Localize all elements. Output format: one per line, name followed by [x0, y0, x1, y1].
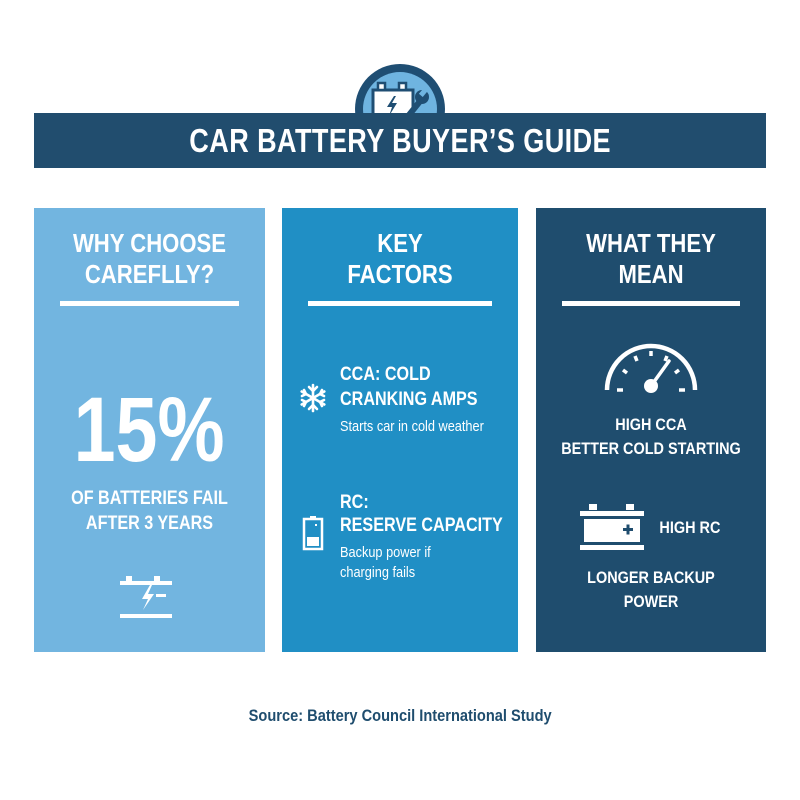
divider — [308, 301, 492, 306]
factor-description: Starts car in cold weather — [340, 418, 484, 435]
meaning-line-2: BETTER COLD STARTING — [561, 439, 741, 458]
panel-heading: WHAT THEY MEAN — [536, 228, 766, 290]
header-badge — [355, 64, 445, 154]
factor-description-line-2: charging fails — [340, 564, 416, 581]
meaning-line-1: LONGER BACKUP — [587, 568, 715, 587]
battery-level-icon — [302, 516, 324, 551]
heading-line-1: WHY CHOOSE — [72, 228, 227, 258]
divider — [60, 301, 239, 306]
stat-line-2: AFTER 3 YEARS — [85, 513, 214, 534]
panel-key-factors: KEY FACTORS CCA: COLD CRANKING AMPS Star… — [282, 208, 518, 652]
stat-line-1: OF BATTERIES FAIL — [71, 488, 228, 509]
stat-caption: OF BATTERIES FAIL AFTER 3 YEARS — [34, 486, 265, 536]
factor-title-line-1: RC: — [340, 492, 369, 513]
factor-title-line-2: RESERVE CAPACITY — [340, 515, 503, 536]
panel-heading: WHY CHOOSE CAREFLLY? — [34, 228, 265, 290]
meaning-cca: HIGH CCA BETTER COLD STARTING — [536, 340, 766, 461]
meaning-line-2: POWER — [623, 592, 679, 611]
heading-line-1: WHAT THEY — [586, 228, 716, 258]
gauge-icon — [604, 343, 698, 393]
car-battery-icon — [580, 504, 644, 550]
panel-what-they-mean: WHAT THEY MEAN HIGH CCA BETTER COLD STAR… — [536, 208, 766, 652]
snowflake-icon — [300, 383, 326, 413]
heading-line-2: CAREFLLY? — [84, 259, 215, 289]
page-title: CAR BATTERY BUYER’S GUIDE — [189, 121, 611, 159]
panel-why-choose: WHY CHOOSE CAREFLLY? 15% OF BATTERIES FA… — [34, 208, 265, 652]
meaning-label: HIGH RC — [659, 518, 721, 537]
factor-description-line-1: Backup power if — [340, 544, 431, 561]
meaning-line-1: HIGH CCA — [615, 415, 687, 434]
factor-title-line-2: CRANKING AMPS — [340, 389, 478, 410]
panel-heading: KEY FACTORS — [282, 228, 518, 290]
heading-line-2: MEAN — [618, 259, 684, 289]
battery-bolt-icon — [120, 576, 172, 618]
factor-title-line-1: CCA: COLD — [340, 364, 431, 385]
heading-line-2: FACTORS — [347, 259, 453, 289]
divider — [562, 301, 740, 306]
title-banner: CAR BATTERY BUYER’S GUIDE — [34, 113, 766, 168]
source-citation: Source: Battery Council International St… — [248, 706, 552, 725]
big-stat: 15% — [73, 379, 225, 481]
heading-line-1: KEY — [377, 228, 423, 258]
